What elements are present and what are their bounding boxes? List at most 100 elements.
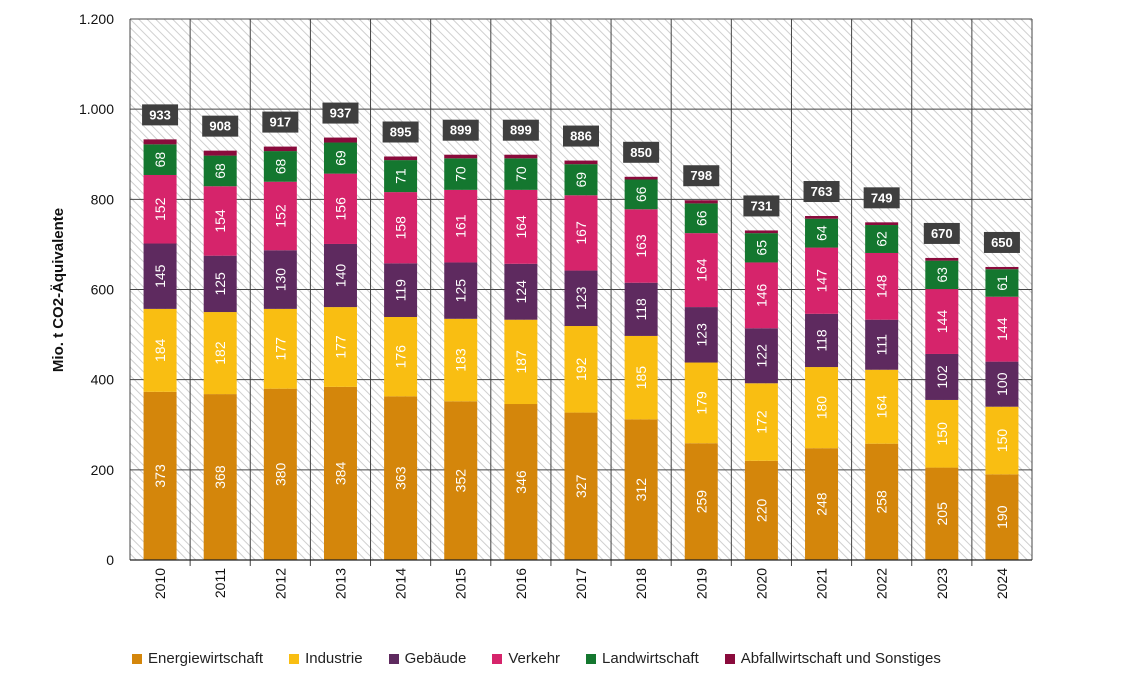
total-label: 895 (390, 125, 412, 140)
data-label: 158 (393, 216, 409, 240)
data-label: 68 (212, 163, 228, 179)
total-label-box (743, 195, 780, 217)
bar-segment-abfallwirtschaft-und-sonstiges (564, 160, 598, 165)
bar-segment-landwirtschaft (985, 269, 1019, 297)
bar-segment-geb-ude (624, 282, 658, 336)
total-label-box (442, 119, 479, 141)
bar-segment-abfallwirtschaft-und-sonstiges (865, 222, 899, 226)
bar-segment-verkehr (384, 192, 418, 264)
bar-segment-abfallwirtschaft-und-sonstiges (143, 139, 177, 145)
bar-segment-verkehr (444, 189, 478, 263)
bar-segment-abfallwirtschaft-und-sonstiges (323, 137, 357, 143)
bar-segment-energiewirtschaft (985, 474, 1019, 560)
data-label: 146 (753, 283, 769, 307)
data-label: 156 (332, 197, 348, 221)
y-tick-label: 400 (91, 372, 115, 388)
x-tick-label: 2019 (693, 568, 709, 599)
bar-segment-geb-ude (805, 313, 839, 368)
total-label-box (322, 102, 359, 124)
y-tick-label: 800 (91, 191, 115, 207)
bar-segment-verkehr (684, 233, 718, 308)
bar-segment-industrie (985, 406, 1019, 475)
bar-segment-geb-ude (925, 353, 959, 400)
bar-segment-industrie (925, 399, 959, 468)
data-label: 68 (152, 152, 168, 168)
x-tick-label: 2011 (212, 568, 228, 598)
bar-segment-landwirtschaft (624, 179, 658, 210)
bar-segment-landwirtschaft (504, 158, 538, 190)
data-label: 119 (393, 279, 409, 302)
y-tick-label: 0 (106, 552, 114, 568)
data-label: 258 (874, 490, 890, 514)
y-axis-title: Mio. t CO2-Äquivalente (50, 208, 67, 372)
data-label: 63 (934, 267, 950, 283)
bar-segment-geb-ude (444, 262, 478, 319)
data-label: 144 (994, 317, 1010, 341)
legend-swatch (132, 653, 142, 664)
bar-segment-verkehr (624, 209, 658, 283)
bar-segment-abfallwirtschaft-und-sonstiges (925, 257, 959, 261)
data-label: 68 (272, 158, 288, 174)
bar-segment-abfallwirtschaft-und-sonstiges (263, 146, 297, 152)
legend-swatch (388, 653, 399, 664)
data-label: 125 (212, 272, 228, 296)
bar-segment-energiewirtschaft (564, 412, 598, 560)
x-tick-label: 2023 (934, 568, 950, 599)
bar-segment-verkehr (865, 252, 899, 320)
bar-segment-geb-ude (143, 243, 177, 309)
data-label: 352 (453, 469, 469, 493)
legend-label: Energiewirtschaft (148, 650, 264, 667)
bar-segment-verkehr (143, 174, 177, 244)
legend-item: Energiewirtschaft (132, 650, 263, 667)
bar-segment-geb-ude (684, 307, 718, 363)
bar-segment-landwirtschaft (444, 158, 478, 190)
bar-segment-abfallwirtschaft-und-sonstiges (444, 154, 478, 159)
data-label: 172 (753, 410, 769, 434)
bar-segment-industrie (143, 308, 177, 392)
legend-item: Industrie (289, 650, 363, 667)
bar-segment-verkehr (203, 186, 237, 256)
data-label: 144 (934, 310, 950, 334)
bar-segment-industrie (564, 326, 598, 413)
data-label: 118 (814, 329, 830, 352)
legend-item: Abfallwirtschaft und Sonstiges (724, 650, 941, 667)
bar-segment-industrie (744, 383, 778, 461)
bar-segment-landwirtschaft (263, 151, 297, 182)
bar-segment-geb-ude (384, 263, 418, 318)
x-tick-label: 2012 (272, 568, 288, 599)
bar-segment-verkehr (985, 296, 1019, 362)
bar-segment-landwirtschaft (744, 233, 778, 263)
bar-segment-industrie (865, 369, 899, 444)
bar-segment-abfallwirtschaft-und-sonstiges (624, 176, 658, 180)
bar-segment-energiewirtschaft (865, 443, 899, 560)
total-label-box (382, 121, 419, 143)
data-label: 69 (573, 172, 589, 188)
total-label: 650 (991, 235, 1013, 250)
bar-segment-landwirtschaft (805, 218, 839, 248)
total-label: 850 (630, 145, 652, 160)
bar-segment-abfallwirtschaft-und-sonstiges (203, 150, 237, 156)
bar-segment-landwirtschaft (203, 155, 237, 187)
bar-segment-landwirtschaft (865, 225, 899, 253)
bar-segment-landwirtschaft (384, 160, 418, 193)
data-label: 100 (994, 372, 1010, 396)
bar-segment-abfallwirtschaft-und-sonstiges (744, 230, 778, 234)
total-label: 731 (751, 198, 773, 213)
total-label-box (683, 165, 720, 187)
bar-segment-energiewirtschaft (805, 448, 839, 560)
data-label: 62 (874, 231, 890, 247)
legend-item: Gebäude (388, 650, 466, 667)
data-label: 259 (693, 490, 709, 514)
legend-swatch (586, 653, 597, 664)
data-label: 140 (332, 264, 348, 288)
data-label: 152 (272, 204, 288, 228)
data-label: 179 (693, 391, 709, 415)
bar-segment-industrie (323, 307, 357, 387)
bar-segment-geb-ude (985, 361, 1019, 407)
total-label: 763 (811, 184, 833, 199)
bar-segment-geb-ude (744, 328, 778, 384)
bar-segment-energiewirtschaft (323, 386, 357, 560)
x-tick-label: 2017 (573, 568, 589, 599)
data-label: 150 (934, 422, 950, 446)
